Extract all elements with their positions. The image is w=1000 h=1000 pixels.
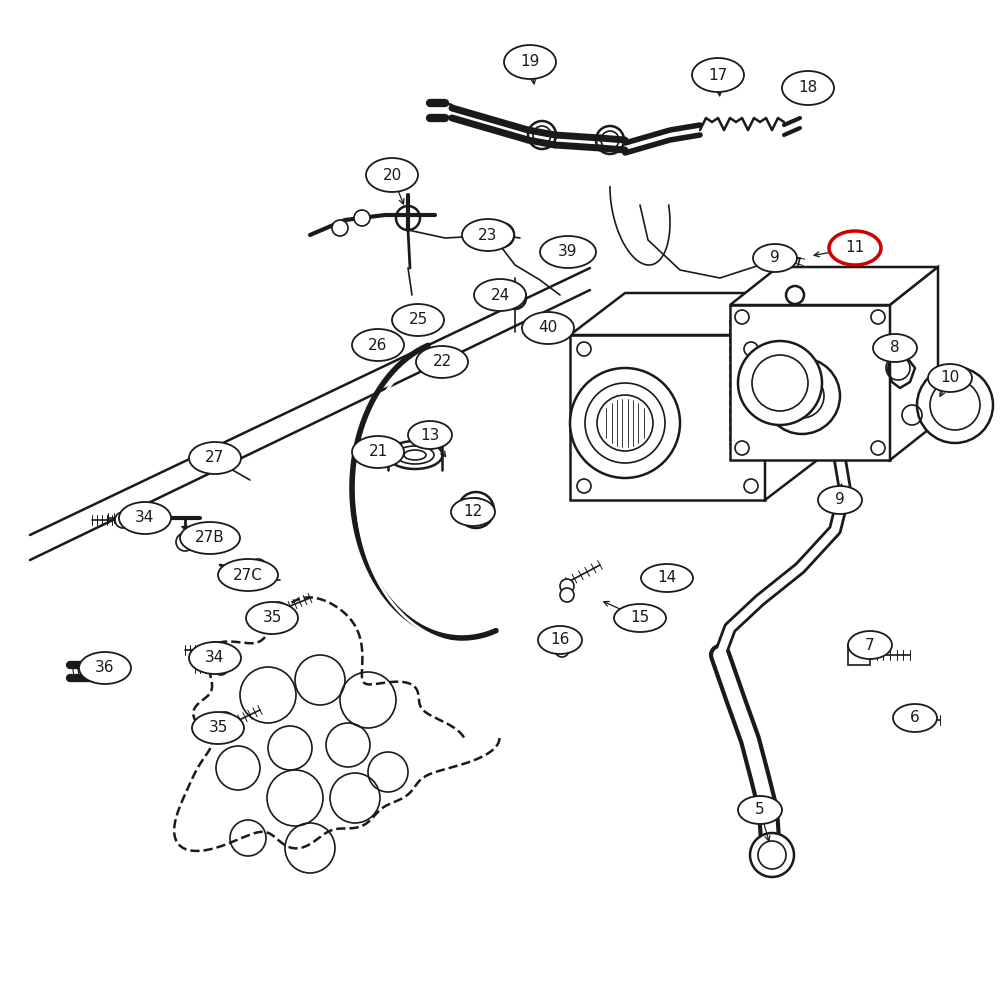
Text: 39: 39 xyxy=(558,244,578,259)
Circle shape xyxy=(214,661,228,675)
Text: 21: 21 xyxy=(368,444,388,460)
Polygon shape xyxy=(765,293,820,500)
Ellipse shape xyxy=(416,346,468,378)
Text: 40: 40 xyxy=(538,320,558,336)
Text: 9: 9 xyxy=(770,250,780,265)
Text: 7: 7 xyxy=(865,638,875,652)
Ellipse shape xyxy=(753,244,797,272)
Text: 6: 6 xyxy=(910,710,920,726)
Text: 25: 25 xyxy=(408,312,428,328)
Ellipse shape xyxy=(192,712,244,744)
Circle shape xyxy=(115,512,131,528)
Polygon shape xyxy=(570,293,820,335)
Circle shape xyxy=(379,331,397,349)
Ellipse shape xyxy=(614,604,666,632)
Ellipse shape xyxy=(538,626,582,654)
Ellipse shape xyxy=(119,502,171,534)
Circle shape xyxy=(555,643,569,657)
Circle shape xyxy=(750,833,794,877)
Ellipse shape xyxy=(218,559,278,591)
Text: 14: 14 xyxy=(657,570,677,585)
Text: 19: 19 xyxy=(520,54,540,70)
Text: 18: 18 xyxy=(798,81,818,96)
Circle shape xyxy=(548,633,562,647)
Circle shape xyxy=(249,559,267,577)
Ellipse shape xyxy=(818,486,862,514)
Ellipse shape xyxy=(246,602,298,634)
Ellipse shape xyxy=(738,796,782,824)
Ellipse shape xyxy=(873,334,917,362)
Text: 26: 26 xyxy=(368,338,388,353)
Circle shape xyxy=(396,206,420,230)
Text: 17: 17 xyxy=(708,68,728,83)
Ellipse shape xyxy=(408,421,452,449)
Ellipse shape xyxy=(79,652,131,684)
Text: 13: 13 xyxy=(420,428,440,442)
Polygon shape xyxy=(570,335,765,500)
Text: 24: 24 xyxy=(490,288,510,302)
Ellipse shape xyxy=(352,436,404,468)
Circle shape xyxy=(560,579,574,593)
Circle shape xyxy=(215,712,235,732)
Text: 34: 34 xyxy=(135,510,155,526)
Circle shape xyxy=(560,588,574,602)
Circle shape xyxy=(139,509,157,527)
Ellipse shape xyxy=(474,279,526,311)
Text: 5: 5 xyxy=(755,802,765,818)
Text: 9: 9 xyxy=(835,492,845,508)
Circle shape xyxy=(410,305,430,325)
Ellipse shape xyxy=(451,498,495,526)
Text: 10: 10 xyxy=(940,370,960,385)
Text: 34: 34 xyxy=(205,650,225,666)
Text: 35: 35 xyxy=(208,720,228,736)
Circle shape xyxy=(208,642,224,658)
Text: 23: 23 xyxy=(478,228,498,242)
Ellipse shape xyxy=(540,236,596,268)
Circle shape xyxy=(268,602,288,622)
Text: 11: 11 xyxy=(845,240,865,255)
Text: 16: 16 xyxy=(550,633,570,648)
Ellipse shape xyxy=(692,58,744,92)
Circle shape xyxy=(490,223,514,247)
Text: 36: 36 xyxy=(95,660,115,676)
Circle shape xyxy=(917,367,993,443)
Text: 35: 35 xyxy=(262,610,282,626)
Text: 12: 12 xyxy=(463,504,483,520)
Text: 27B: 27B xyxy=(195,530,225,546)
Ellipse shape xyxy=(366,158,418,192)
Circle shape xyxy=(332,220,348,236)
Polygon shape xyxy=(848,645,870,665)
Text: 22: 22 xyxy=(432,355,452,369)
Text: 27C: 27C xyxy=(233,568,263,582)
Circle shape xyxy=(570,368,680,478)
Circle shape xyxy=(738,341,822,425)
Circle shape xyxy=(354,210,370,226)
Ellipse shape xyxy=(392,304,444,336)
Ellipse shape xyxy=(504,45,556,79)
Ellipse shape xyxy=(928,364,972,392)
Ellipse shape xyxy=(189,642,241,674)
Text: 20: 20 xyxy=(382,167,402,182)
Ellipse shape xyxy=(641,564,693,592)
Circle shape xyxy=(504,287,526,309)
Ellipse shape xyxy=(189,442,241,474)
Text: 27: 27 xyxy=(205,450,225,466)
Ellipse shape xyxy=(352,329,404,361)
Circle shape xyxy=(458,492,494,528)
Circle shape xyxy=(176,533,194,551)
Polygon shape xyxy=(730,267,938,305)
Polygon shape xyxy=(890,267,938,460)
Ellipse shape xyxy=(893,704,937,732)
Ellipse shape xyxy=(180,522,240,554)
Circle shape xyxy=(764,358,840,434)
Polygon shape xyxy=(730,305,890,460)
Text: 8: 8 xyxy=(890,340,900,356)
Ellipse shape xyxy=(829,231,881,265)
Ellipse shape xyxy=(848,631,892,659)
Ellipse shape xyxy=(522,312,574,344)
Ellipse shape xyxy=(782,71,834,105)
Text: 15: 15 xyxy=(630,610,650,626)
Ellipse shape xyxy=(462,219,514,251)
